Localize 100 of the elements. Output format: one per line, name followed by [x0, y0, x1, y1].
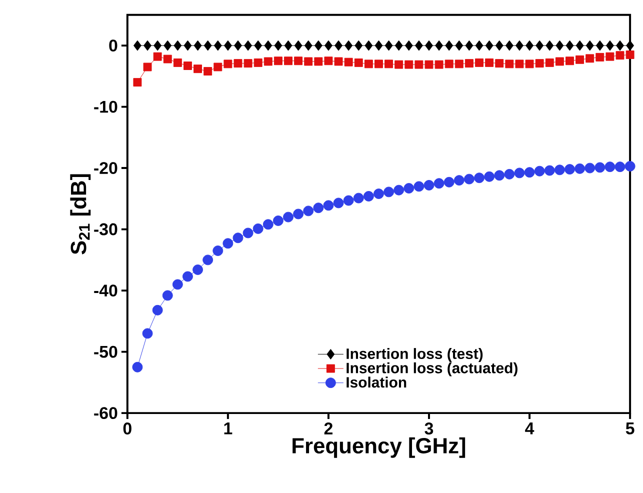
point	[242, 228, 254, 238]
point	[254, 40, 262, 51]
point	[404, 60, 414, 69]
point	[576, 40, 584, 51]
point	[624, 161, 636, 172]
point	[616, 51, 624, 60]
point	[294, 56, 303, 66]
point	[232, 232, 244, 244]
point	[343, 195, 354, 206]
point	[344, 58, 353, 66]
x-tick-label: 4	[525, 422, 534, 434]
point	[294, 40, 302, 51]
point	[504, 169, 515, 180]
point	[404, 183, 414, 194]
point	[505, 40, 514, 51]
x-tick-label: 2	[324, 422, 332, 435]
y-tick-label: -30	[94, 223, 118, 236]
point	[324, 56, 333, 66]
point	[133, 40, 142, 51]
point	[173, 58, 182, 68]
point	[455, 40, 464, 51]
legend-label: Insertion loss (actuated)	[346, 362, 518, 376]
point	[454, 60, 464, 68]
point	[252, 224, 264, 234]
point	[586, 54, 594, 63]
point	[474, 172, 484, 184]
point	[192, 264, 204, 276]
point	[204, 67, 212, 76]
point	[164, 40, 172, 51]
point	[374, 188, 384, 200]
point	[604, 162, 616, 172]
point	[394, 40, 403, 51]
point	[344, 40, 353, 51]
point	[204, 40, 212, 51]
point	[254, 58, 262, 68]
point	[272, 216, 284, 226]
point	[424, 60, 434, 69]
point	[614, 162, 626, 172]
point	[354, 40, 363, 51]
point	[274, 56, 282, 66]
point	[264, 57, 272, 66]
point	[494, 170, 505, 181]
point	[162, 290, 173, 301]
point	[435, 40, 444, 51]
point	[606, 52, 614, 61]
point	[224, 40, 232, 51]
point	[586, 40, 594, 51]
point	[526, 40, 534, 51]
point	[314, 40, 322, 51]
point	[214, 62, 222, 72]
point	[596, 53, 604, 62]
point	[333, 198, 344, 208]
point	[293, 208, 304, 220]
point	[626, 50, 634, 60]
point	[394, 60, 404, 69]
point	[535, 59, 544, 68]
point	[616, 40, 624, 51]
point	[544, 165, 555, 176]
point	[153, 52, 162, 61]
point	[594, 162, 606, 173]
point	[485, 40, 494, 51]
point	[264, 40, 272, 51]
point	[484, 172, 495, 182]
x-tick-label: 0	[123, 422, 132, 435]
y-axis-title: S$_{21}$ [dB]	[70, 174, 91, 255]
y-tick-label: -50	[94, 346, 118, 358]
point	[384, 60, 394, 68]
point	[596, 40, 604, 51]
point	[424, 180, 434, 191]
point	[464, 59, 474, 68]
point	[284, 56, 292, 66]
point	[505, 60, 514, 68]
point	[313, 202, 324, 214]
point	[495, 40, 504, 51]
point	[283, 212, 294, 222]
point	[144, 40, 152, 51]
point	[434, 60, 444, 69]
y-tick-label: 0	[109, 40, 118, 52]
point	[534, 166, 545, 177]
point	[444, 177, 454, 188]
point	[163, 54, 172, 64]
point	[434, 178, 444, 189]
point	[184, 40, 192, 51]
point	[606, 40, 614, 51]
legend-label: Isolation	[346, 376, 406, 388]
point	[154, 40, 162, 51]
y-tick-label: -40	[94, 284, 118, 297]
point	[222, 238, 234, 249]
point	[414, 181, 424, 192]
point	[576, 56, 584, 64]
point	[425, 40, 433, 51]
point	[262, 219, 274, 230]
point	[244, 59, 252, 68]
y-tick-label: -60	[94, 407, 118, 420]
point	[554, 164, 565, 176]
point	[524, 167, 535, 178]
point	[324, 40, 332, 51]
x-tick-label: 1	[224, 422, 232, 434]
point	[454, 175, 464, 186]
point	[202, 254, 214, 266]
